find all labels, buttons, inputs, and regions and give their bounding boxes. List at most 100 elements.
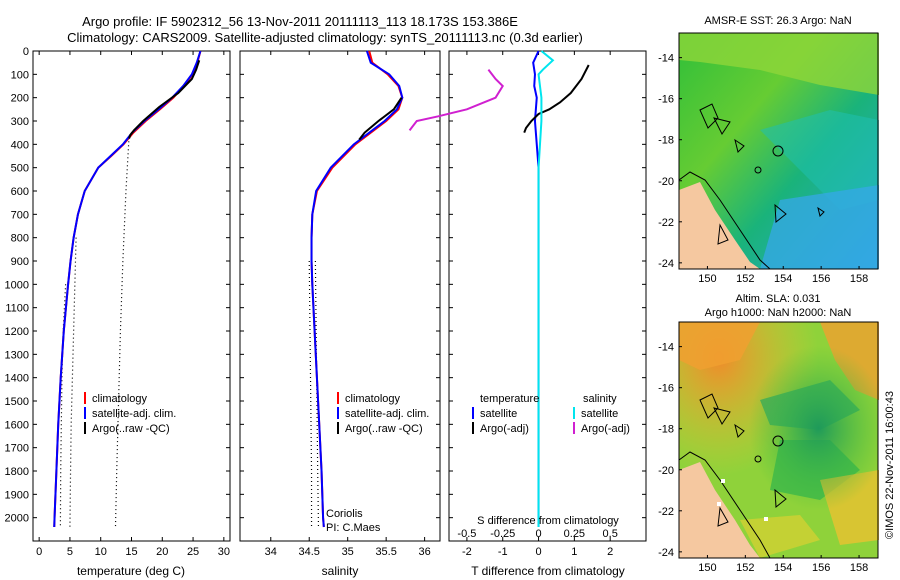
y-tick-label: 1000: [5, 279, 29, 291]
legend-satellite-adj: satellite-adj. clim.: [92, 408, 176, 420]
y-tick-label: 1800: [5, 466, 29, 478]
x-top-tick-label: 0: [535, 528, 541, 540]
y-tick-label: 200: [11, 93, 29, 105]
y-tick-label: 1400: [5, 373, 29, 385]
temperature-xlabel: temperature (deg C): [77, 564, 185, 578]
map-y-tick-label: -24: [658, 258, 674, 270]
map-x-tick-label: 150: [698, 562, 716, 574]
salinity-ticks: 34 34.5 35 35.5 36: [240, 50, 440, 558]
series-line-argo: [358, 97, 403, 141]
map-y-tick-label: -24: [658, 547, 674, 559]
map-y-tick-label: -16: [658, 383, 674, 395]
series-line-t-argo-adj-: [523, 64, 590, 134]
x-tick-label: 35.5: [375, 546, 396, 558]
sla-map-field: [678, 322, 879, 559]
legend-climatology: climatology: [92, 393, 148, 405]
x-tick-label: 15: [125, 546, 137, 558]
y-tick-label: 1900: [5, 489, 29, 501]
sla-map-subtitle: Argo h1000: NaN h2000: NaN: [705, 307, 852, 319]
salinity-legend: climatology satellite-adj. clim. Argo(..…: [337, 392, 429, 435]
series-line-satellite-adj-clim-: [53, 50, 202, 528]
x-tick-label: 0: [36, 546, 42, 558]
credit: ©IMOS 22-Nov-2011 16:00:43: [884, 391, 896, 539]
sst-map-title: AMSR-E SST: 26.3 Argo: NaN: [704, 15, 851, 27]
reference-dotted-line: [69, 237, 77, 528]
map-y-tick-label: -22: [658, 506, 674, 518]
header-line-1: Argo profile: IF 5902312_56 13-Nov-2011 …: [82, 14, 518, 29]
x-tick-label: 34: [265, 546, 277, 558]
reference-dotted-line: [308, 260, 313, 527]
map-x-tick-label: 154: [774, 273, 792, 285]
y-tick-label: 1600: [5, 419, 29, 431]
x-tick-label: 34.5: [299, 546, 320, 558]
map-x-tick-label: 158: [850, 562, 868, 574]
x-top-tick-label: -0.25: [490, 528, 515, 540]
legend-t-argo: Argo(-adj): [480, 423, 529, 435]
y-tick-label: 300: [11, 116, 29, 128]
y-tick-label: 1500: [5, 396, 29, 408]
sla-map: Altim. SLA: 0.031 Argo h1000: NaN h2000:…: [658, 293, 879, 574]
legend-satellite-adj: satellite-adj. clim.: [345, 408, 429, 420]
map-x-tick-label: 154: [774, 562, 792, 574]
temperature-plot-frame: [32, 50, 231, 542]
reference-dotted-line: [59, 284, 67, 528]
y-tick-label: 900: [11, 256, 29, 268]
difference-top-xlabel: S difference from climatology: [477, 515, 619, 527]
y-tick-label: 100: [11, 69, 29, 81]
x-top-tick-label: 0.25: [564, 528, 585, 540]
difference-xlabel: T difference from climatology: [471, 564, 625, 578]
map-x-tick-label: 150: [698, 273, 716, 285]
x-tick-label: 0: [535, 546, 541, 558]
legend-t-satellite: satellite: [480, 408, 517, 420]
map-x-tick-label: 152: [736, 562, 754, 574]
series-line-satellite-adj-clim-: [310, 50, 404, 528]
difference-ticks: -2 -1 0 1 2 -0.5 -0.25 0 0.25 0.5: [449, 50, 646, 558]
temperature-legend: climatology satellite-adj. clim. Argo(..…: [84, 392, 176, 435]
difference-marks: [408, 50, 590, 527]
sst-map-frame: [678, 32, 879, 270]
salinity-annotation-1: Coriolis: [326, 508, 363, 520]
x-top-tick-label: 0.5: [603, 528, 618, 540]
map-x-tick-label: 158: [850, 273, 868, 285]
x-tick-label: 1: [571, 546, 577, 558]
map-y-tick-label: -18: [658, 424, 674, 436]
x-tick-label: 10: [95, 546, 107, 558]
reference-dotted-line: [314, 260, 320, 528]
legend-s-satellite: satellite: [581, 408, 618, 420]
map-x-tick-label: 156: [812, 273, 830, 285]
difference-plot-frame: [448, 50, 647, 542]
y-tick-label: 1200: [5, 326, 29, 338]
y-tick-label: 2000: [5, 513, 29, 525]
header-line-2: Climatology: CARS2009. Satellite-adjuste…: [67, 30, 583, 45]
temperature-marks: [53, 50, 202, 528]
y-tick-label: 1300: [5, 349, 29, 361]
sst-map-ticks: 150 152 154 156 158 -14 -16 -18 -20 -22 -24: [658, 53, 868, 285]
temperature-panel: 0100200300400500600700800900100011001200…: [5, 46, 231, 578]
y-tick-label: 600: [11, 186, 29, 198]
legend-header-temperature: temperature: [480, 393, 539, 405]
legend-s-argo: Argo(-adj): [581, 423, 630, 435]
map-y-tick-label: -16: [658, 94, 674, 106]
sla-map-title: Altim. SLA: 0.031: [736, 293, 821, 305]
x-top-tick-label: -0.5: [457, 528, 476, 540]
map-y-tick-label: -20: [658, 465, 674, 477]
y-tick-label: 700: [11, 209, 29, 221]
y-tick-label: 1100: [5, 303, 29, 315]
map-x-tick-label: 152: [736, 273, 754, 285]
legend-header-salinity: salinity: [583, 393, 617, 405]
x-tick-label: 30: [218, 546, 230, 558]
sst-map-field: [678, 33, 879, 270]
y-tick-label: 400: [11, 139, 29, 151]
x-tick-label: 25: [187, 546, 199, 558]
salinity-plot-frame: [239, 50, 441, 542]
map-y-tick-label: -14: [658, 53, 674, 65]
sla-map-frame: [678, 321, 879, 559]
x-tick-label: -2: [462, 546, 472, 558]
y-tick-label: 0: [23, 46, 29, 58]
y-tick-label: 1700: [5, 443, 29, 455]
series-line-s-argo-adj-: [408, 69, 504, 131]
x-tick-label: 36: [418, 546, 430, 558]
x-tick-label: 20: [156, 546, 168, 558]
legend-argo: Argo(..raw -QC): [92, 423, 170, 435]
